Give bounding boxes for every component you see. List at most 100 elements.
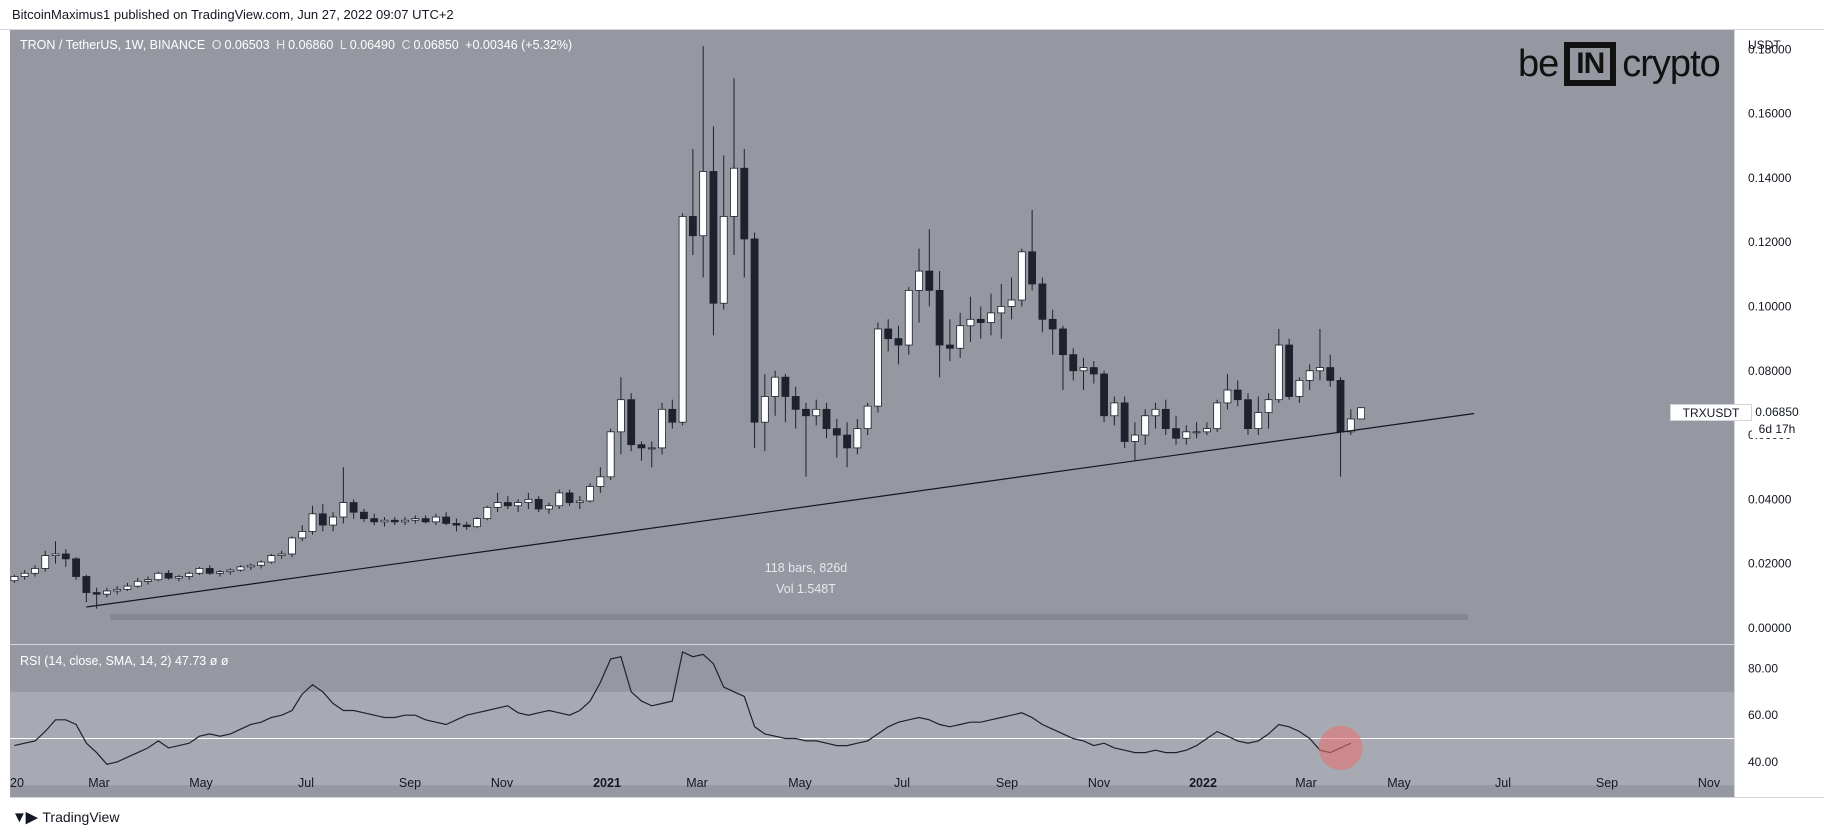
candle[interactable] [730,78,738,256]
candle[interactable] [1028,210,1037,291]
candle[interactable] [596,467,605,493]
candle[interactable] [760,373,769,452]
candle[interactable] [545,502,553,514]
rsi-title[interactable]: RSI (14, close, SMA, 14, 2) [20,654,172,668]
candle[interactable] [216,570,224,577]
candle[interactable] [1161,399,1170,436]
candle[interactable] [277,550,286,559]
candle[interactable] [20,570,29,580]
candle[interactable] [144,576,152,585]
rsi-axis[interactable]: 80.00 60.00 40.00 [1748,661,1778,769]
candle[interactable] [72,557,80,580]
candle[interactable] [678,213,687,426]
candle[interactable] [51,541,60,564]
candle[interactable] [133,578,142,588]
candle[interactable] [575,496,584,509]
candle[interactable] [822,402,831,439]
candle[interactable] [843,422,851,468]
candle[interactable] [421,515,430,524]
candle[interactable] [1089,361,1098,384]
candle[interactable] [246,563,255,571]
candle[interactable] [1192,422,1201,439]
candle[interactable] [329,512,337,532]
candle[interactable] [1254,396,1263,436]
candle[interactable] [226,568,235,575]
candle[interactable] [658,402,666,455]
candle[interactable] [719,155,728,310]
candle[interactable] [1233,380,1242,407]
candle[interactable] [832,418,841,458]
candle[interactable] [503,496,512,509]
candle[interactable] [935,271,944,378]
candle[interactable] [82,574,91,603]
candle[interactable] [308,505,317,535]
candle[interactable] [1213,399,1222,432]
candle[interactable] [534,496,543,513]
time-axis[interactable]: 20 Mar May Jul Sep Nov 2021 Mar May Jul Sep Nov 2022… [10,776,1721,790]
candle[interactable] [493,492,502,513]
candle[interactable] [154,571,163,582]
candle[interactable] [1100,370,1108,423]
candle[interactable] [411,515,420,524]
candle[interactable] [1007,277,1016,320]
candle[interactable] [1048,309,1057,355]
candle[interactable] [956,312,965,358]
candle[interactable] [164,570,173,580]
candle[interactable] [709,126,718,336]
candle[interactable] [1316,328,1324,381]
candle[interactable] [617,377,625,455]
price-pane[interactable] [10,30,1734,644]
candle[interactable] [61,549,70,567]
candle[interactable] [236,565,245,572]
candle[interactable] [1182,425,1191,445]
candle[interactable] [688,148,697,256]
candle[interactable] [925,229,934,307]
candle[interactable] [1305,364,1314,391]
candle[interactable] [349,499,358,519]
candle[interactable] [915,248,923,323]
candle[interactable] [10,574,19,583]
candle[interactable] [1151,402,1160,429]
candle[interactable] [370,513,379,526]
candle[interactable] [380,517,389,527]
candle[interactable] [668,399,677,429]
candle[interactable] [318,504,327,532]
candle[interactable] [781,373,790,423]
candle[interactable] [1244,393,1252,436]
candle[interactable] [1120,396,1129,448]
candle[interactable] [740,148,749,278]
candle[interactable] [627,393,636,452]
candle[interactable] [103,587,111,598]
support-trendline[interactable] [86,412,1475,608]
candle[interactable] [1326,354,1335,387]
candle[interactable] [174,574,183,582]
candle[interactable] [997,283,1006,339]
candle[interactable] [1274,328,1283,403]
candle[interactable] [565,489,574,506]
candle[interactable] [1017,248,1026,307]
candle[interactable] [267,553,276,564]
candle[interactable] [31,565,39,577]
candle[interactable] [750,232,759,448]
candle[interactable] [123,582,132,591]
candle[interactable] [524,492,533,509]
candle[interactable] [1038,277,1047,333]
candle[interactable] [1285,338,1294,400]
candle[interactable] [462,521,471,530]
candle[interactable] [945,319,954,362]
symbol-title[interactable]: TRON / TetherUS, 1W, BINANCE [20,38,206,52]
candle[interactable] [514,499,523,513]
candle[interactable] [339,467,348,524]
candle[interactable] [904,287,913,355]
candle[interactable] [863,402,872,436]
candle[interactable] [452,518,461,532]
candle[interactable] [390,517,399,526]
candle[interactable] [586,483,594,503]
candle[interactable] [113,586,122,595]
candle[interactable] [966,296,975,342]
candle[interactable] [298,525,307,542]
candle[interactable] [1295,377,1304,403]
candle[interactable] [884,319,893,352]
candle[interactable] [1059,325,1067,391]
